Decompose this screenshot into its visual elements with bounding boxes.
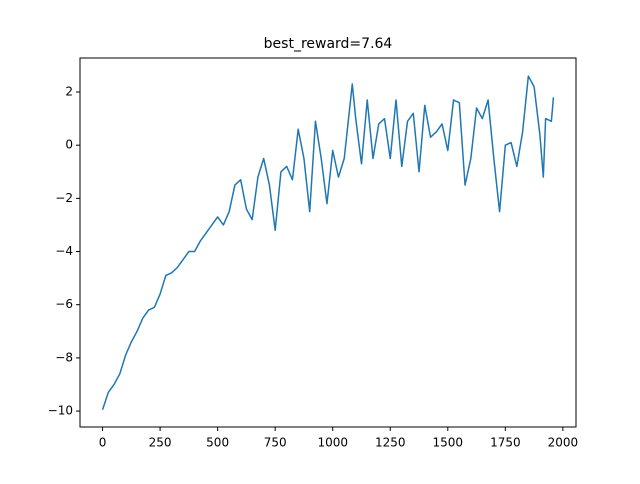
y-tick-label: −8 [55,350,73,364]
y-tick-label: −6 [55,297,73,311]
x-tick-label: 1000 [317,436,348,450]
y-tick-label: 0 [65,138,73,152]
y-tick-label: −4 [55,244,73,258]
x-tick-label: 1250 [375,436,406,450]
chart-title: best_reward=7.64 [264,36,393,52]
y-tick-label: −2 [55,191,73,205]
plot-frame [79,57,577,428]
x-tick-label: 2000 [548,436,579,450]
x-tick-label: 0 [99,436,107,450]
x-tick-label: 750 [264,436,287,450]
x-tick-label: 500 [206,436,229,450]
x-tick-label: 250 [149,436,172,450]
x-tick-label: 1500 [433,436,464,450]
y-tick-label: −10 [48,404,73,418]
y-tick-label: 2 [65,85,73,99]
x-tick-label: 1750 [490,436,521,450]
line-series [101,75,555,410]
